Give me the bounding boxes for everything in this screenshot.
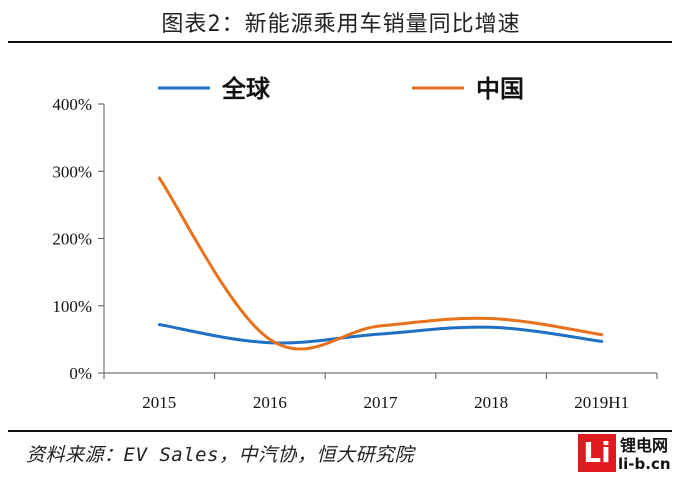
x-tick-label: 2017 <box>364 393 399 412</box>
watermark-url: li-b.cn <box>618 455 671 473</box>
title-rule <box>8 41 672 43</box>
series-line-0 <box>157 323 604 345</box>
x-tick-label: 2015 <box>142 393 176 412</box>
source-note: 资料来源：EV Sales，中汽协，恒大研究院 <box>26 444 415 466</box>
chart-axes: 0% 100% 200% 300% 400% 2015 2016 2017 2018 2019H1 <box>52 95 658 412</box>
y-tick-label: 400% <box>52 95 92 114</box>
chart-legend: 全球 中国 <box>158 75 524 103</box>
x-tick-label: 2018 <box>474 393 508 412</box>
legend-label-0: 全球 <box>221 75 271 103</box>
chart-series <box>157 176 604 351</box>
legend-label-1: 中国 <box>476 75 524 103</box>
y-tick-label: 100% <box>52 297 92 316</box>
y-tick-label: 300% <box>52 162 92 181</box>
y-tick-label: 0% <box>69 364 92 383</box>
x-tick-label: 2016 <box>253 393 287 412</box>
line-chart: 0% 100% 200% 300% 400% 2015 2016 2017 2018 2019H1… <box>52 75 658 412</box>
watermark-logo: Li <box>578 434 616 472</box>
watermark-name: 锂电网 <box>620 436 669 455</box>
series-line-1 <box>157 176 604 351</box>
chart-title: 图表2：新能源乘用车销量同比增速 <box>161 12 521 37</box>
x-tick-label: 2019H1 <box>574 393 629 412</box>
footer-rule <box>8 430 672 432</box>
y-tick-label: 200% <box>52 230 92 249</box>
